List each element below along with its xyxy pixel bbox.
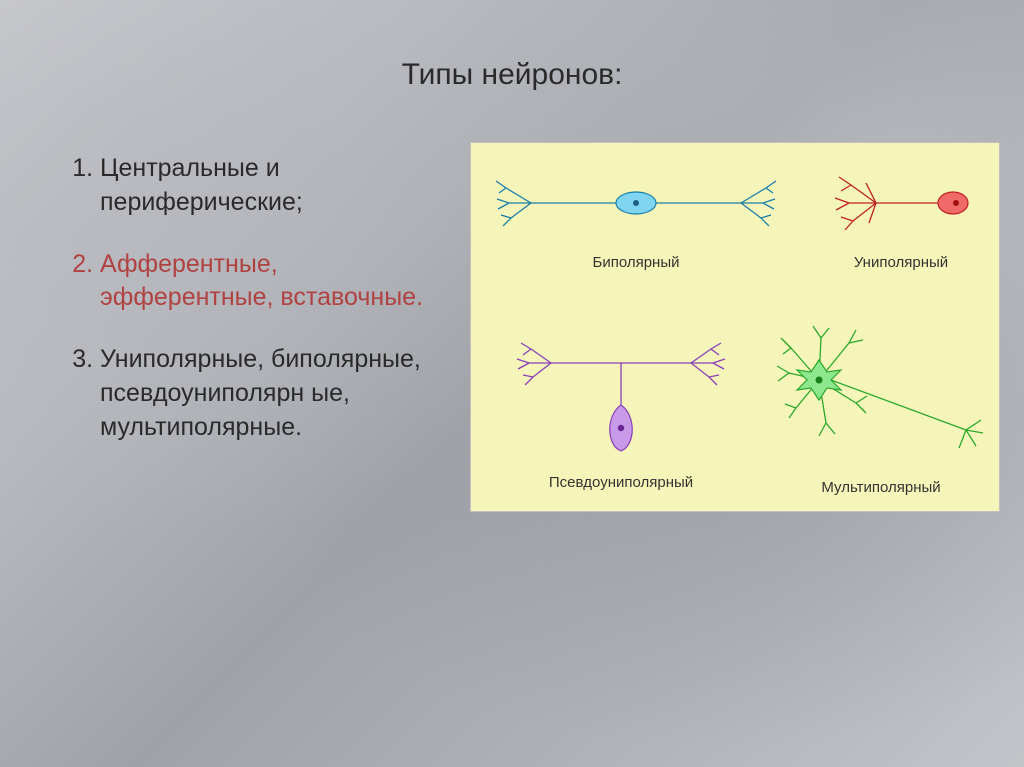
content-row: Центральные и периферические; Афферентны… bbox=[50, 152, 974, 472]
cell-pseudounipolar: Псевдоуниполярный bbox=[511, 333, 731, 491]
diagram-column: Биполярный bbox=[450, 152, 974, 472]
list-column: Центральные и периферические; Афферентны… bbox=[50, 152, 430, 472]
bipolar-label: Биполярный bbox=[491, 254, 781, 271]
neuron-diagram: Биполярный bbox=[470, 142, 1000, 512]
bipolar-icon bbox=[491, 163, 781, 243]
multipolar-icon bbox=[771, 318, 991, 468]
page-title: Типы нейронов: bbox=[50, 58, 974, 92]
list-item: Афферентные, эфферентные, вставочные. bbox=[100, 248, 430, 316]
pseudounipolar-icon bbox=[511, 333, 731, 463]
list-item: Центральные и периферические; bbox=[100, 152, 430, 220]
cell-bipolar: Биполярный bbox=[491, 163, 781, 271]
unipolar-label: Униполярный bbox=[821, 254, 981, 271]
cell-unipolar: Униполярный bbox=[821, 163, 981, 271]
cell-multipolar: Мультиполярный bbox=[771, 318, 991, 496]
pseudounipolar-label: Псевдоуниполярный bbox=[511, 474, 731, 491]
unipolar-icon bbox=[821, 163, 981, 243]
slide: Типы нейронов: Центральные и периферичес… bbox=[0, 0, 1024, 767]
list-item: Униполярные, биполярные, псевдоуниполярн… bbox=[100, 343, 430, 444]
neuron-type-list: Центральные и периферические; Афферентны… bbox=[60, 152, 430, 444]
multipolar-label: Мультиполярный bbox=[771, 479, 991, 496]
